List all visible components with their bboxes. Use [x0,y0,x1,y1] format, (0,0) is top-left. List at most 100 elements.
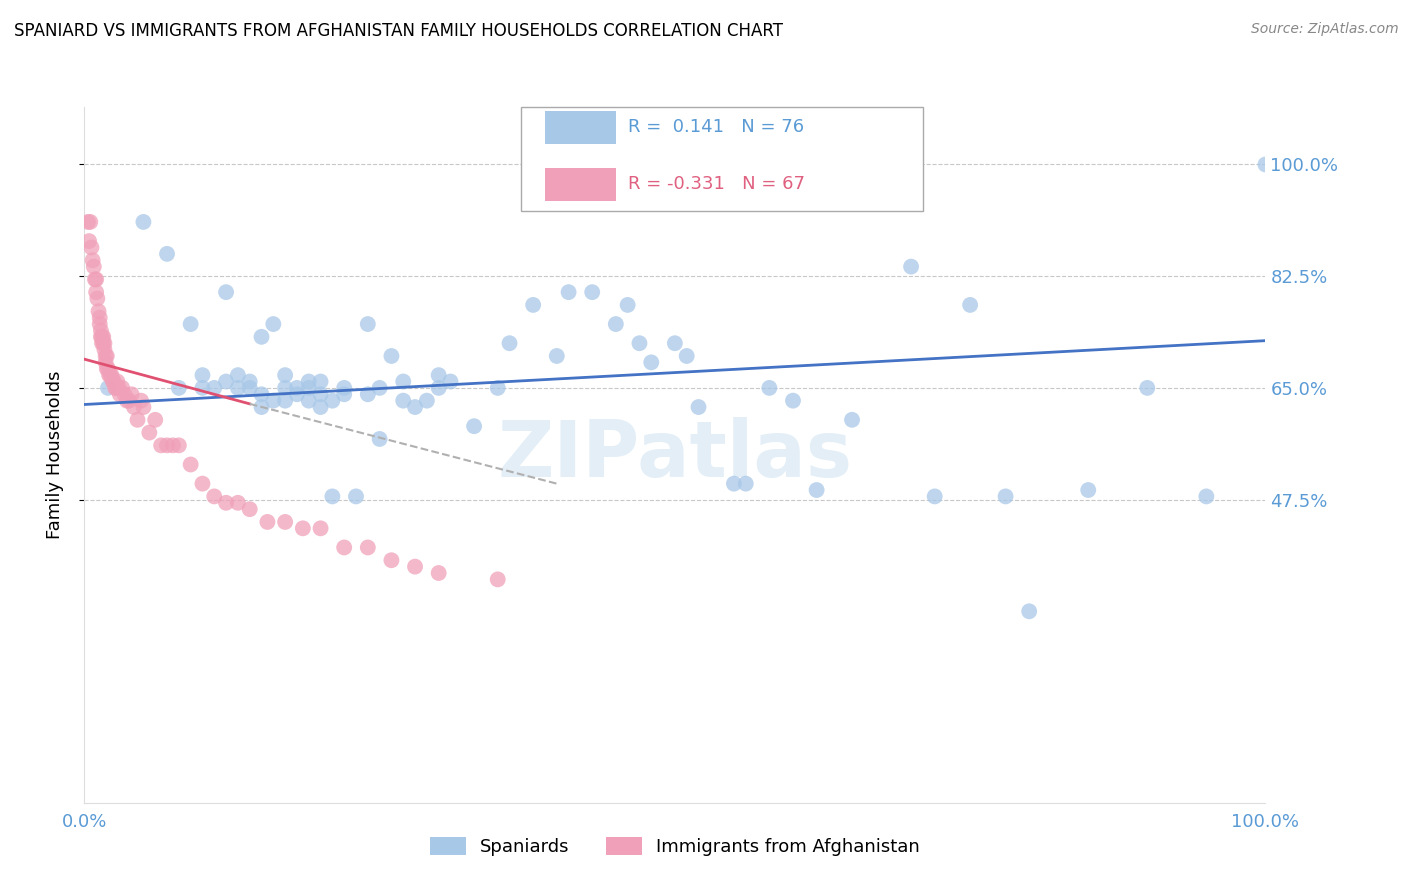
Point [89,310,111,325]
Point [416,393,439,408]
Point [226,381,249,395]
Point [239,381,262,395]
Text: Source: ZipAtlas.com: Source: ZipAtlas.com [1251,22,1399,37]
Point [380,349,402,363]
Point [581,285,603,300]
Point [250,400,273,414]
Point [321,393,343,408]
Y-axis label: Family Households: Family Households [45,371,63,539]
Point [191,381,214,395]
Point [98,368,121,383]
Point [285,381,308,395]
Point [256,515,278,529]
Point [167,381,190,395]
Point [94,349,117,363]
Point [180,458,202,472]
Point [368,432,391,446]
Point [1136,381,1159,395]
Point [127,413,149,427]
Point [298,381,321,395]
Point [239,502,262,516]
Point [226,496,249,510]
Point [132,215,155,229]
Point [404,559,426,574]
Point [782,393,804,408]
Point [115,393,138,408]
Point [191,476,214,491]
Point [167,438,190,452]
Point [368,381,391,395]
Point [392,375,415,389]
Point [309,387,332,401]
Point [93,336,115,351]
Point [1077,483,1099,497]
Point [226,368,249,383]
Point [93,343,115,357]
Point [628,336,651,351]
Point [132,400,155,414]
Point [723,476,745,491]
Point [150,438,173,452]
Point [156,247,179,261]
Point [688,400,710,414]
Point [994,490,1017,504]
Point [274,393,297,408]
Point [156,438,179,452]
Point [82,253,104,268]
Point [80,240,103,254]
Point [215,496,238,510]
Point [91,336,114,351]
Point [616,298,638,312]
Point [522,298,544,312]
Point [640,355,662,369]
Point [357,387,380,401]
Point [392,393,415,408]
Point [121,387,143,401]
Point [77,234,100,248]
Text: R =  0.141   N = 76: R = 0.141 N = 76 [627,119,804,136]
Point [84,285,107,300]
FancyBboxPatch shape [546,111,616,144]
Point [404,400,426,414]
Point [333,541,356,555]
Point [104,381,127,395]
Point [98,368,121,383]
Text: ZIPatlas: ZIPatlas [498,417,852,493]
Point [250,387,273,401]
Point [557,285,579,300]
Point [122,400,145,414]
Point [463,419,485,434]
Point [333,387,356,401]
Text: R = -0.331   N = 67: R = -0.331 N = 67 [627,175,804,194]
Point [546,349,568,363]
Point [86,292,108,306]
Point [107,375,129,389]
Point [298,393,321,408]
Point [77,215,100,229]
Point [758,381,780,395]
Point [262,317,284,331]
Point [357,541,380,555]
Point [90,330,112,344]
Point [114,387,136,401]
Point [96,349,118,363]
Point [924,490,946,504]
Point [734,476,756,491]
Point [285,387,308,401]
Point [239,375,262,389]
Point [101,375,124,389]
Point [605,317,627,331]
Point [84,272,107,286]
Point [439,375,461,389]
Point [162,438,184,452]
Point [333,381,356,395]
Point [675,349,697,363]
Point [486,381,509,395]
Point [96,361,118,376]
Point [309,521,332,535]
Point [215,285,238,300]
Point [105,381,128,395]
Point [1018,604,1040,618]
Point [83,260,105,274]
FancyBboxPatch shape [546,168,616,201]
